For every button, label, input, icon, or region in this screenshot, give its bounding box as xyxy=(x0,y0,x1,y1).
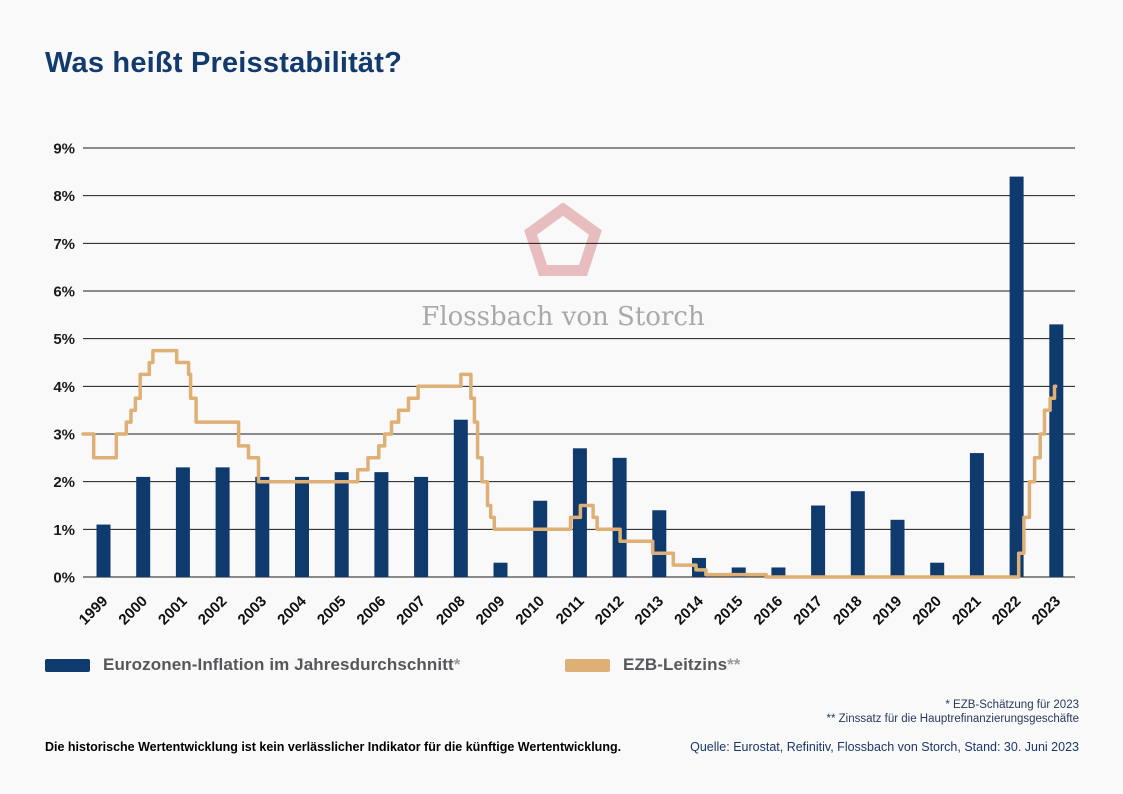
x-tick-label-2011: 2011 xyxy=(553,593,588,628)
y-tick-label-6: 6% xyxy=(53,284,75,301)
ezb-leitzins-line xyxy=(81,348,1058,579)
page-title: Was heißt Preisstabilität? xyxy=(45,47,403,79)
legend-swatch-leitzins xyxy=(565,658,610,672)
x-tick-label-2021: 2021 xyxy=(949,593,985,629)
x-tick-label-2002: 2002 xyxy=(195,593,231,629)
bar-2016 xyxy=(771,567,786,577)
bar-2020 xyxy=(930,562,945,577)
y-tick-label-8: 8% xyxy=(53,188,75,205)
x-tick-label-2003: 2003 xyxy=(235,593,271,629)
y-tick-label-1: 1% xyxy=(53,522,75,539)
legend-item-leitzins: EZB-Leitzins ** xyxy=(565,655,740,675)
x-tick-label-2000: 2000 xyxy=(115,593,151,629)
bar-2010 xyxy=(533,500,548,577)
bar-2021 xyxy=(969,453,984,577)
x-tick-label-2008: 2008 xyxy=(433,593,469,629)
bar-2013 xyxy=(652,510,667,577)
x-tick-label-2013: 2013 xyxy=(632,593,668,629)
x-tick-label-2022: 2022 xyxy=(989,593,1025,629)
x-tick-label-2020: 2020 xyxy=(909,593,945,629)
bar-2014 xyxy=(692,557,706,577)
chart-legend: Eurozonen-Inflation im Jahresdurchschnit… xyxy=(0,655,1123,681)
y-tick-label-4: 4% xyxy=(53,379,75,396)
source-text: Quelle: Eurostat, Refinitiv, Flossbach v… xyxy=(690,740,1079,754)
x-tick-label-2004: 2004 xyxy=(274,592,310,628)
y-tick-label-0: 0% xyxy=(53,570,75,587)
bar-2001 xyxy=(175,467,190,577)
footnote-ezb-estimate: * EZB-Schätzung für 2023 xyxy=(945,699,1079,711)
legend-suffix-leitzins: ** xyxy=(727,655,741,674)
x-tick-label-2018: 2018 xyxy=(830,593,866,629)
bar-2009 xyxy=(493,562,508,577)
x-tick-label-2010: 2010 xyxy=(512,593,548,629)
legend-swatch-inflation xyxy=(45,658,90,672)
bar-2008 xyxy=(453,419,468,577)
x-tick-label-2001: 2001 xyxy=(155,593,191,629)
bar-2004 xyxy=(295,476,309,577)
x-tick-label-2023: 2023 xyxy=(1029,593,1065,629)
bar-2005 xyxy=(334,472,349,577)
footnotes: * EZB-Schätzung für 2023 ** Zinssatz für… xyxy=(826,698,1079,726)
bar-1999 xyxy=(96,524,111,577)
inflation-leitzins-chart: 0% 1% 2% 3% 4% 5% 6% 7% 8% 9% 1999 2000 2001 2002 2003… xyxy=(53,141,1075,629)
legend-label-inflation: Eurozonen-Inflation im Jahresdurchschnit… xyxy=(103,655,454,674)
bar-2012 xyxy=(612,457,627,577)
bar-2006 xyxy=(374,472,389,577)
bar-2003 xyxy=(255,476,270,577)
legend-suffix-inflation: * xyxy=(453,655,461,674)
bar-2000 xyxy=(136,476,151,577)
y-tick-label-9: 9% xyxy=(53,141,75,158)
x-tick-label-2005: 2005 xyxy=(314,593,350,629)
footnote-refinancing: ** Zinssatz für die Hauptrefinanzierungs… xyxy=(826,713,1079,725)
y-tick-label-2: 2% xyxy=(53,474,75,491)
y-tick-label-7: 7% xyxy=(53,236,75,253)
x-tick-label-2014: 2014 xyxy=(671,592,707,628)
x-tick-label-2007: 2007 xyxy=(393,593,429,629)
x-tick-label-2015: 2015 xyxy=(711,593,747,629)
bar-2018 xyxy=(850,491,865,577)
bar-2002 xyxy=(215,467,230,577)
bar-2007 xyxy=(414,476,429,577)
bar-2019 xyxy=(890,519,905,577)
x-tick-label-2006: 2006 xyxy=(354,593,390,629)
bar-2022 xyxy=(1009,176,1024,577)
x-tick-label-1999: 1999 xyxy=(76,593,112,629)
legend-item-inflation: Eurozonen-Inflation im Jahresdurchschnit… xyxy=(45,655,460,675)
y-tick-label-5: 5% xyxy=(53,331,75,348)
x-tick-label-2017: 2017 xyxy=(790,593,826,629)
x-tick-label-2016: 2016 xyxy=(751,593,787,629)
x-tick-label-2019: 2019 xyxy=(870,593,906,629)
x-tick-label-2012: 2012 xyxy=(592,593,628,629)
disclaimer-text: Die historische Wertentwicklung ist kein… xyxy=(45,740,622,754)
bar-2015 xyxy=(731,567,746,577)
x-tick-label-2009: 2009 xyxy=(473,593,509,629)
bar-2023 xyxy=(1049,324,1064,577)
legend-label-leitzins: EZB-Leitzins xyxy=(623,655,728,674)
bar-2017 xyxy=(811,505,826,577)
y-tick-label-3: 3% xyxy=(53,427,75,444)
